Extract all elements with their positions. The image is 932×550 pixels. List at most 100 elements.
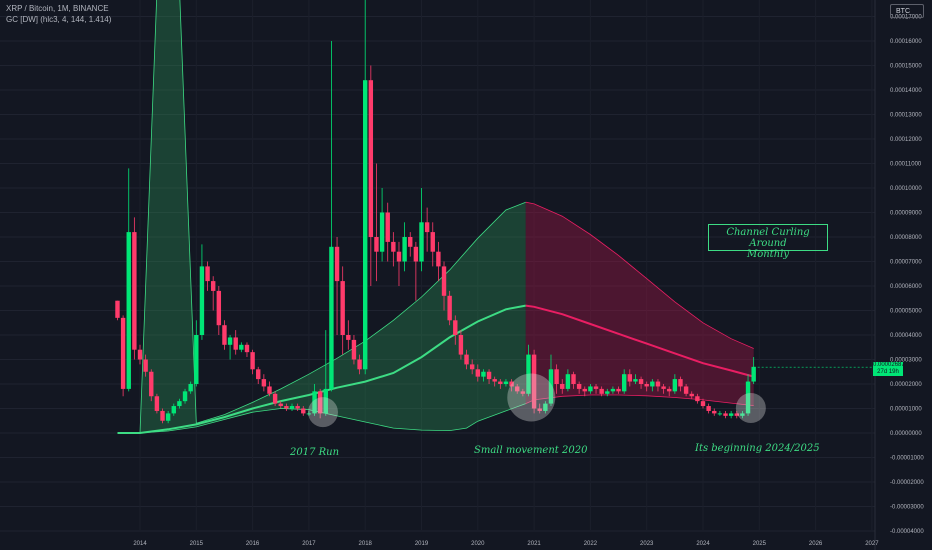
candle-body xyxy=(154,396,160,411)
candle xyxy=(233,330,238,355)
candle xyxy=(379,188,385,262)
candle-body xyxy=(610,388,616,392)
candle xyxy=(210,276,216,311)
candle xyxy=(481,369,486,382)
y-tick-label: 0.00004000 xyxy=(890,333,922,339)
candle-body xyxy=(177,401,182,407)
y-tick-label: 0.00011000 xyxy=(890,162,922,168)
candle xyxy=(633,374,638,384)
candle-body xyxy=(706,406,711,411)
candle-body xyxy=(469,364,475,370)
candle xyxy=(267,381,272,397)
candle-body xyxy=(492,379,497,382)
currency-button[interactable]: BTC xyxy=(890,4,924,18)
candle-body xyxy=(233,337,238,350)
candle-body xyxy=(368,80,374,237)
candle xyxy=(295,403,300,411)
candle xyxy=(576,381,582,394)
y-tick-label: 0.00015000 xyxy=(890,64,922,70)
highlight-circle xyxy=(507,373,556,422)
candle xyxy=(312,384,317,416)
channel-mid-green xyxy=(117,304,526,434)
candle-body xyxy=(723,413,728,416)
candle xyxy=(351,335,357,365)
candle-body xyxy=(526,354,531,394)
candle xyxy=(323,330,328,416)
candle xyxy=(745,374,751,416)
candle-body xyxy=(616,388,621,392)
candle-body xyxy=(486,371,492,380)
candle-body xyxy=(695,396,700,402)
highlight-circle xyxy=(735,393,766,424)
last-price-tag: 0.00002687 27d 19h xyxy=(873,362,905,376)
candle xyxy=(605,388,610,397)
candle xyxy=(402,222,407,272)
y-tick-label: -0.00003000 xyxy=(890,505,924,511)
candle xyxy=(537,403,542,414)
candle-body xyxy=(227,337,233,345)
channel-upper-red xyxy=(525,201,754,349)
price-axis[interactable]: 0.000170000.000160000.000150000.00014000… xyxy=(874,0,924,550)
time-axis[interactable]: 2014 2015 2016 2017 2018 2019 2020 2021 2022 2023… xyxy=(133,541,879,547)
candle-body xyxy=(441,266,447,296)
channel-upper-green xyxy=(117,0,526,434)
candle-body xyxy=(571,374,576,384)
candle xyxy=(548,354,554,407)
candle-body xyxy=(256,369,261,380)
candle-body xyxy=(340,281,345,335)
candle xyxy=(610,386,616,394)
candle xyxy=(531,349,537,414)
candle-body xyxy=(582,388,587,392)
candle xyxy=(593,384,599,394)
y-tick-label: 0.00016000 xyxy=(890,39,922,45)
candle-body xyxy=(498,381,503,384)
candle-body xyxy=(621,374,627,392)
candle-body xyxy=(317,391,323,414)
candle-body xyxy=(700,401,706,407)
candle-body xyxy=(509,381,514,387)
candle-body xyxy=(323,388,328,414)
x-tick-label: 2021 xyxy=(527,541,541,547)
candle xyxy=(137,344,143,365)
candle xyxy=(171,403,176,416)
candle-body xyxy=(447,295,452,321)
y-tick-label: 0.00009000 xyxy=(890,211,922,217)
candle xyxy=(391,232,396,267)
x-tick-label: 2015 xyxy=(190,541,204,547)
candle-body xyxy=(334,246,340,282)
x-tick-label: 2023 xyxy=(640,541,654,547)
candle xyxy=(650,379,655,392)
y-tick-label: -0.00004000 xyxy=(890,529,924,535)
candle xyxy=(740,410,745,419)
gaussian-channel xyxy=(117,0,754,434)
candle xyxy=(751,357,756,384)
candle-body xyxy=(250,352,255,370)
y-tick-label: 0.00005000 xyxy=(890,309,922,315)
candle xyxy=(244,342,250,358)
candle-body xyxy=(306,413,312,415)
candle-body xyxy=(126,232,131,389)
candle-body xyxy=(717,413,723,415)
note-line-2: Monthly xyxy=(746,249,789,260)
x-tick-label: 2024 xyxy=(696,541,710,547)
candle xyxy=(115,300,120,321)
x-tick-label: 2020 xyxy=(471,541,485,547)
x-tick-label: 2026 xyxy=(809,541,823,547)
candle-body xyxy=(554,369,559,384)
candle xyxy=(396,241,402,286)
candle xyxy=(447,290,452,326)
candle xyxy=(126,168,131,392)
candle xyxy=(661,384,666,394)
candle-body xyxy=(745,381,751,414)
candle xyxy=(706,403,711,414)
candle xyxy=(655,379,661,392)
candle-body xyxy=(475,369,480,377)
candle-body xyxy=(363,80,368,370)
candle-body xyxy=(683,386,689,394)
y-tick-label: 0.00001000 xyxy=(890,407,922,413)
indicator-legend[interactable]: GC [DW] (hlc3, 4, 144, 1.414) xyxy=(6,15,112,24)
candle-body xyxy=(289,406,295,409)
candle-body xyxy=(481,371,486,377)
candle xyxy=(571,371,576,389)
